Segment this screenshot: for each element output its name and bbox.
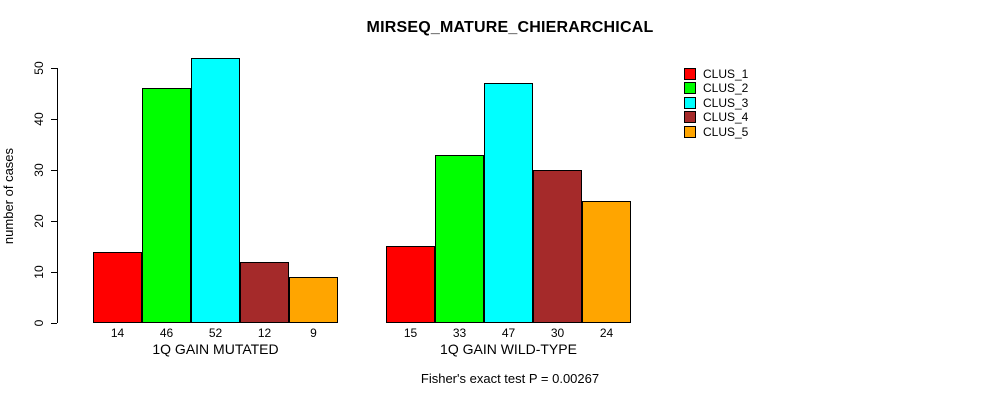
legend-swatch-clus_5 (684, 125, 696, 138)
legend-swatch-clus_3 (684, 96, 696, 109)
legend-item-clus_5: CLUS_5 (684, 125, 748, 139)
bar-value-CLUS_5-group1: 9 (310, 326, 317, 340)
legend-label-clus_5: CLUS_5 (703, 124, 749, 139)
y-tick-label-40: 40 (32, 112, 46, 126)
y-tick-label-50: 50 (32, 61, 46, 75)
y-tick-label-30: 30 (32, 163, 46, 177)
bar-CLUS_3-group1 (191, 58, 240, 323)
y-tick-20 (51, 221, 57, 222)
bar-CLUS_2-group1 (142, 88, 191, 323)
bar-CLUS_4-group1 (240, 262, 289, 323)
bar-value-CLUS_1-group2: 15 (403, 326, 418, 340)
legend-item-clus_4: CLUS_4 (684, 110, 748, 124)
legend-label-clus_3: CLUS_3 (703, 95, 749, 110)
bar-value-CLUS_4-group1: 12 (257, 326, 272, 340)
legend-item-clus_1: CLUS_1 (684, 67, 748, 81)
y-tick-label-20: 20 (32, 214, 46, 228)
group-label-1: 1Q GAIN MUTATED (152, 341, 279, 357)
y-tick-50 (51, 68, 57, 69)
bar-value-CLUS_2-group2: 33 (452, 326, 467, 340)
bar-CLUS_5-group1 (289, 277, 338, 323)
bar-CLUS_3-group2 (484, 83, 533, 323)
bar-value-CLUS_5-group2: 24 (599, 326, 614, 340)
legend-swatch-clus_4 (684, 111, 696, 124)
bar-value-CLUS_3-group2: 47 (501, 326, 516, 340)
legend-item-clus_2: CLUS_2 (684, 81, 748, 95)
legend-item-clus_3: CLUS_3 (684, 96, 748, 110)
bar-value-CLUS_3-group1: 52 (208, 326, 223, 340)
y-tick-label-10: 10 (32, 265, 46, 279)
bar-CLUS_1-group1 (93, 252, 142, 323)
bar-value-CLUS_2-group1: 46 (159, 326, 174, 340)
y-tick-0 (51, 323, 57, 324)
bar-CLUS_4-group2 (533, 170, 582, 323)
legend-label-clus_2: CLUS_2 (703, 81, 749, 96)
legend-swatch-clus_1 (684, 68, 696, 80)
bar-CLUS_2-group2 (435, 155, 484, 323)
legend-label-clus_1: CLUS_1 (703, 67, 749, 81)
legend-label-clus_4: CLUS_4 (703, 110, 749, 125)
y-tick-10 (51, 272, 57, 273)
y-tick-label-0: 0 (32, 319, 46, 327)
y-tick-30 (51, 170, 57, 171)
y-tick-40 (51, 119, 57, 120)
group-label-2: 1Q GAIN WILD-TYPE (440, 341, 577, 357)
y-axis-label: number of cases (1, 147, 16, 245)
legend-swatch-clus_2 (684, 82, 696, 95)
chart-title: MIRSEQ_MATURE_CHIERARCHICAL (366, 19, 654, 36)
bar-value-CLUS_4-group2: 30 (550, 326, 565, 340)
bar-CLUS_5-group2 (582, 201, 631, 323)
y-axis-line (57, 68, 58, 323)
bar-CLUS_1-group2 (386, 246, 435, 323)
bar-value-CLUS_1-group1: 14 (110, 326, 125, 340)
caption: Fisher's exact test P = 0.00267 (420, 371, 600, 386)
